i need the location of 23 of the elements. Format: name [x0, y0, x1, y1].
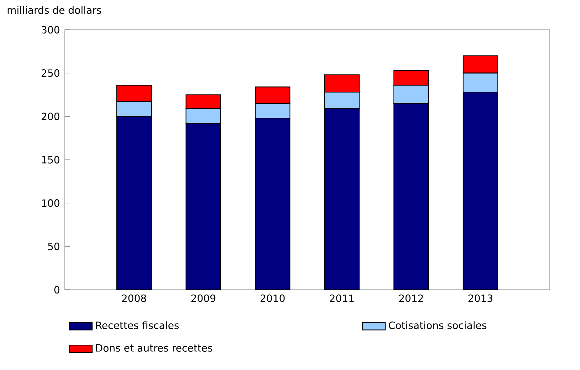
bar: [462, 92, 498, 290]
bar: [324, 108, 360, 290]
x-tick-label: 2008: [122, 294, 146, 302]
legend-label: Dons et autres recettes: [96, 344, 213, 352]
x-tick-label: 2011: [330, 294, 354, 302]
bar: [394, 103, 430, 290]
x-tick-label: 2013: [468, 294, 493, 302]
y-tick-label: 50: [48, 242, 60, 250]
x-tick-label: 2009: [192, 294, 216, 302]
bar: [116, 116, 152, 290]
y-axis-title: milliards de dollars: [8, 6, 102, 14]
y-tick-label: 250: [42, 70, 60, 78]
y-tick-label: 150: [42, 156, 60, 164]
bar: [255, 118, 291, 290]
x-tick-label: 2010: [260, 294, 285, 302]
y-tick-label: 300: [42, 26, 60, 34]
y-tick-label: 0: [54, 286, 60, 294]
legend-label: Cotisations sociales: [389, 322, 487, 330]
legend-label: Recettes fiscales: [96, 322, 179, 330]
bar: [186, 123, 222, 290]
x-tick-label: 2012: [399, 294, 424, 302]
y-tick-label: 200: [42, 112, 60, 120]
y-tick-label: 100: [42, 200, 60, 208]
